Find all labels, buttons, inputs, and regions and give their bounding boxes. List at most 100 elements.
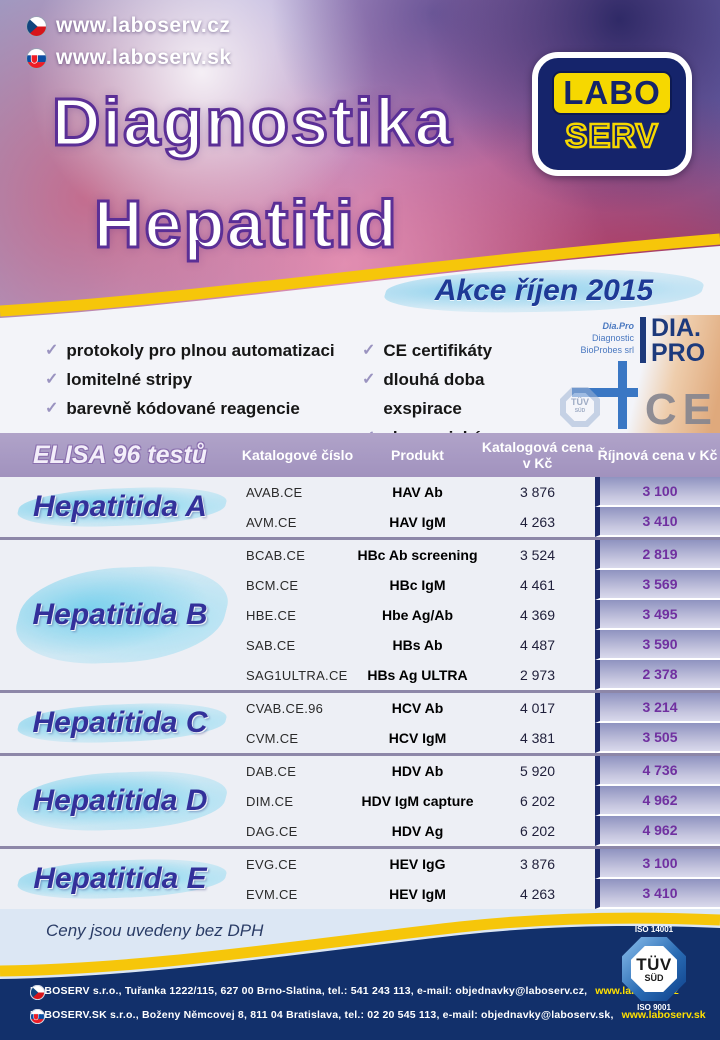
october-price: 2 819 [595,540,720,570]
iso-14001-label: ISO 14001 [634,925,674,934]
section-label: Hepatitida E [0,849,240,909]
laboserv-sk-link[interactable]: www.laboserv.sk [56,46,232,69]
check-icon: ✓ [45,371,59,388]
header-photo: www.laboserv.cz www.laboserv.sk LABO [0,0,720,330]
tuv-octagon-icon: TÜV SÜD [622,937,686,1001]
feature-text: dlouhá doba exspirace [383,370,485,418]
october-price: 3 590 [595,630,720,660]
section-label: Hepatitida B [0,540,240,690]
ce-mark: CE [644,385,718,434]
sk-flag-icon [30,1009,45,1024]
feature-text: barevně kódované reagencie [66,399,300,418]
section-rows: EVG.CE HEV IgG 3 876 3 100 EVM.CE HEV Ig… [240,849,720,909]
section-title: Hepatitida B [32,598,208,631]
contact-text: LABOSERV s.r.o., Tuřanka 1222/115, 627 0… [30,985,588,997]
section-rows: AVAB.CE HAV Ab 3 876 3 100 AVM.CE HAV Ig… [240,477,720,537]
october-price: 4 962 [595,816,720,846]
catalog-price: 4 369 [519,607,556,623]
catalog-number: DAB.CE [246,763,297,779]
feature-item: ✓ dlouhá doba exspirace [362,365,560,423]
col-header-catalog-price: Katalogová cena v Kč [481,439,594,471]
tuv-sud-badge: ISO 14001 TÜV SÜD ISO 9001 [606,925,702,1013]
catalog-price: 4 263 [519,514,556,530]
footer-laboserv-sk-link[interactable]: www.laboserv.sk [621,1009,706,1021]
product-name: HEV IgM [389,886,446,902]
promo-text: Akce říjen 2015 [434,274,654,307]
catalog-number: EVM.CE [246,886,298,902]
product-name: HBc IgM [389,577,446,593]
page-title-line2: Hepatitid [93,186,399,264]
weblink-cz[interactable]: www.laboserv.cz [26,14,232,38]
catalog-number: CVAB.CE.96 [246,700,324,716]
section-hepatitida-c: Hepatitida C CVAB.CE.96 HCV Ab 4 017 3 2… [0,690,720,753]
section-title: Hepatitida A [33,490,207,523]
catalog-price: 2 973 [519,667,556,683]
diapro-big1: DIA. [651,314,701,342]
col-header-october-price: Říjnová cena v Kč [597,447,718,463]
catalog-number: SAB.CE [246,637,296,653]
table-row: EVM.CE HEV IgM 4 263 3 410 [240,879,720,909]
cz-flag-icon [30,985,45,1000]
feature-item: ✓ barevně kódované reagencie [45,394,335,423]
page-title-line1: Diagnostika [51,84,454,162]
iso-9001-label: ISO 9001 [637,1003,671,1012]
tuv-octagon-inner: TÜV SÜD [631,946,677,992]
catalog-price: 4 263 [519,886,556,902]
col-header-product: Produkt [391,447,444,463]
section-label: Hepatitida A [0,477,240,537]
table-row: BCM.CE HBc IgM 4 461 3 569 [240,570,720,600]
check-icon: ✓ [45,400,59,417]
catalog-price: 4 487 [519,637,556,653]
october-price: 4 962 [595,786,720,816]
october-price: 3 505 [595,723,720,753]
logo-serv-text: SERV [564,116,659,156]
section-hepatitida-d: Hepatitida D DAB.CE HDV Ab 5 920 4 736 D… [0,753,720,846]
laboserv-cz-link[interactable]: www.laboserv.cz [56,14,231,37]
contact-line-sk: LABOSERV.SK s.r.o., Boženy Němcovej 8, 8… [30,1009,706,1024]
sud-text: SÜD [644,972,664,983]
october-price: 2 378 [595,660,720,690]
october-price: 3 100 [595,849,720,879]
feature-text: CE certifikáty [383,341,493,360]
check-icon: ✓ [362,342,376,359]
october-price: 3 410 [595,879,720,909]
promo-banner: Akce říjen 2015 [378,267,710,315]
product-name: HDV Ag [391,823,444,839]
catalog-price: 4 017 [519,700,556,716]
catalog-price: 4 381 [519,730,556,746]
diapro-line2: Diagnostic [591,333,634,343]
tuv-watermark-sub: SÜD [574,408,586,414]
col-header-catalog-number: Katalogové číslo [241,447,354,463]
table-row: SAB.CE HBs Ab 4 487 3 590 [240,630,720,660]
catalog-price: 5 920 [519,763,556,779]
website-links: www.laboserv.cz www.laboserv.sk [26,14,232,78]
table-row: CVAB.CE.96 HCV Ab 4 017 3 214 [240,693,720,723]
check-icon: ✓ [45,342,59,359]
section-hepatitida-e: Hepatitida E EVG.CE HEV IgG 3 876 3 100 … [0,846,720,909]
diapro-logo: Dia.Pro Diagnostic BioProbes srl DIA. PR… [552,314,720,434]
logo-labo-text: LABO [552,71,672,115]
catalog-price: 3 524 [519,547,556,563]
catalog-number: AVM.CE [246,514,297,530]
table-row: DIM.CE HDV IgM capture 6 202 4 962 [240,786,720,816]
product-name: HDV Ab [391,763,444,779]
catalog-price: 6 202 [519,793,556,809]
catalog-number: HBE.CE [246,607,297,623]
feature-item: ✓ protokoly pro plnou automatizaci [45,336,335,365]
table-row: EVG.CE HEV IgG 3 876 3 100 [240,849,720,879]
product-name: Hbe Ag/Ab [381,607,454,623]
feature-text: lomitelné stripy [66,370,193,389]
weblink-sk[interactable]: www.laboserv.sk [26,46,232,70]
product-name: HEV IgG [389,856,446,872]
table-row: AVM.CE HAV IgM 4 263 3 410 [240,507,720,537]
catalog-price: 4 461 [519,577,556,593]
october-price: 3 495 [595,600,720,630]
catalog-number: SAG1ULTRA.CE [246,667,348,683]
table-header-row: ELISA 96 testů Katalogové číslo Produkt … [0,433,720,477]
feature-item: ✓ lomitelné stripy [45,365,335,394]
table-row: SAG1ULTRA.CE HBs Ag ULTRA 2 973 2 378 [240,660,720,690]
section-hepatitida-a: Hepatitida A AVAB.CE HAV Ab 3 876 3 100 … [0,477,720,537]
diapro-company-text: Dia.Pro Diagnostic BioProbes srl [558,320,634,356]
feature-item: ✓ CE certifikáty [362,336,560,365]
tuv-watermark-text: TÜV [571,397,589,407]
